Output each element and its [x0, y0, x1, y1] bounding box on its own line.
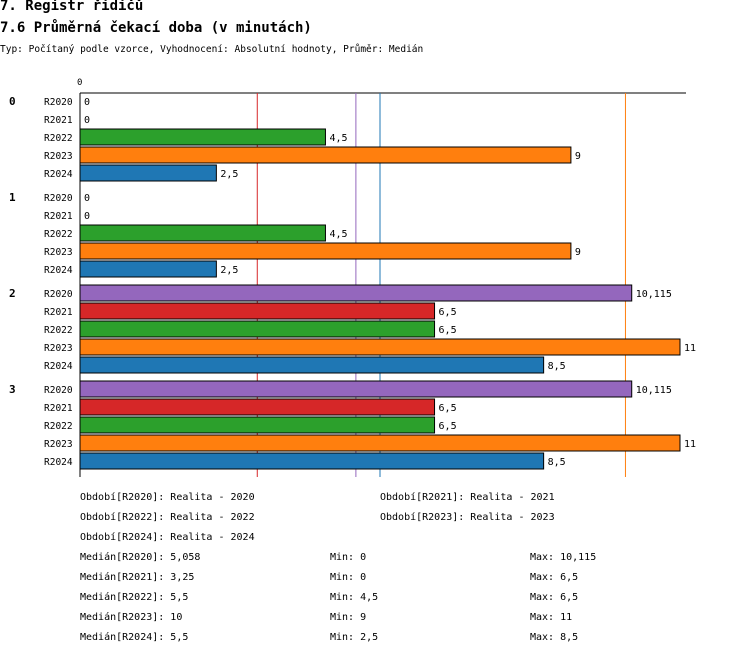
data-label: 6,5 — [439, 325, 457, 336]
bar — [79, 242, 572, 260]
data-label: 4,5 — [329, 229, 347, 240]
data-label: 11 — [684, 343, 696, 354]
legend-period-r2024: Období[R2024]: Realita - 2024 — [80, 532, 255, 543]
group-label: 1 — [9, 191, 16, 204]
series-label: R2021 — [44, 115, 73, 126]
data-label: 2,5 — [220, 169, 238, 180]
x-tick-label: 0 — [77, 78, 82, 88]
data-label: 8,5 — [548, 361, 566, 372]
legend-max-r2020: Max: 10,115 — [530, 552, 597, 563]
series-label: R2023 — [44, 151, 73, 162]
bar — [79, 284, 633, 302]
series-label: R2023 — [44, 439, 73, 450]
data-label: 9 — [575, 151, 581, 162]
legend-max-r2021: Max: 6,5 — [530, 572, 579, 583]
series-label: R2020 — [44, 289, 73, 300]
data-label: 2,5 — [220, 265, 238, 276]
legend-min-r2023: Min: 9 — [330, 612, 367, 623]
bar — [79, 302, 436, 320]
legend-median-r2021: Medián[R2021]: 3,25 — [80, 572, 195, 583]
series-label: R2020 — [44, 97, 73, 108]
bar — [79, 398, 436, 416]
series-label: R2022 — [44, 229, 73, 240]
series-label: R2023 — [44, 343, 73, 354]
bar — [79, 128, 326, 146]
legend-median-r2024: Medián[R2024]: 5,5 — [80, 632, 189, 643]
report-title: 7. Registr řidičů — [0, 0, 144, 14]
series-label: R2024 — [44, 361, 73, 372]
legend-period-r2020: Období[R2020]: Realita - 2020 — [80, 492, 255, 503]
series-label: R2022 — [44, 325, 73, 336]
data-label: 6,5 — [439, 307, 457, 318]
legend-max-r2024: Max: 8,5 — [530, 632, 579, 643]
legend-period-r2021: Období[R2021]: Realita - 2021 — [380, 492, 555, 503]
bar — [79, 380, 633, 398]
data-label: 0 — [84, 115, 90, 126]
series-label: R2024 — [44, 265, 73, 276]
series-label: R2020 — [44, 385, 73, 396]
legend-min-r2022: Min: 4,5 — [330, 592, 379, 603]
bar — [79, 338, 681, 356]
data-label: 6,5 — [439, 403, 457, 414]
data-label: 10,115 — [636, 385, 672, 396]
data-label: 11 — [684, 439, 696, 450]
series-label: R2022 — [44, 421, 73, 432]
group-label: 2 — [9, 287, 16, 300]
bar — [79, 320, 436, 338]
data-label: 9 — [575, 247, 581, 258]
chart-title: 7.6 Průměrná čekací doba (v minutách) — [0, 20, 312, 36]
legend-min-r2024: Min: 2,5 — [330, 632, 379, 643]
group-label: 0 — [9, 95, 16, 108]
bar — [79, 452, 545, 470]
series-label: R2022 — [44, 133, 73, 144]
legend-median-r2022: Medián[R2022]: 5,5 — [80, 592, 189, 603]
series-label: R2021 — [44, 211, 73, 222]
series-label: R2021 — [44, 307, 73, 318]
chart-meta: Typ: Počítaný podle vzorce, Vyhodnocení:… — [0, 44, 424, 55]
data-label: 8,5 — [548, 457, 566, 468]
legend-max-r2022: Max: 6,5 — [530, 592, 579, 603]
data-label: 4,5 — [329, 133, 347, 144]
series-label: R2023 — [44, 247, 73, 258]
legend-period-r2023: Období[R2023]: Realita - 2023 — [380, 512, 555, 523]
series-label: R2021 — [44, 403, 73, 414]
bar — [79, 224, 326, 242]
series-label: R2024 — [44, 457, 73, 468]
bar — [79, 260, 217, 278]
bar — [79, 356, 545, 374]
bar — [79, 416, 436, 434]
data-label: 0 — [84, 97, 90, 108]
bar — [79, 146, 572, 164]
data-label: 0 — [84, 193, 90, 204]
series-label: R2020 — [44, 193, 73, 204]
legend-median-r2020: Medián[R2020]: 5,058 — [80, 552, 201, 563]
legend-min-r2020: Min: 0 — [330, 552, 367, 563]
series-label: R2024 — [44, 169, 73, 180]
data-label: 6,5 — [439, 421, 457, 432]
legend-median-r2023: Medián[R2023]: 10 — [80, 612, 183, 623]
group-label: 3 — [9, 383, 16, 396]
legend-max-r2023: Max: 11 — [530, 612, 573, 623]
bar — [79, 434, 681, 452]
legend-period-r2022: Období[R2022]: Realita - 2022 — [80, 512, 255, 523]
data-label: 10,115 — [636, 289, 672, 300]
bar — [79, 164, 217, 182]
data-label: 0 — [84, 211, 90, 222]
legend-min-r2021: Min: 0 — [330, 572, 367, 583]
